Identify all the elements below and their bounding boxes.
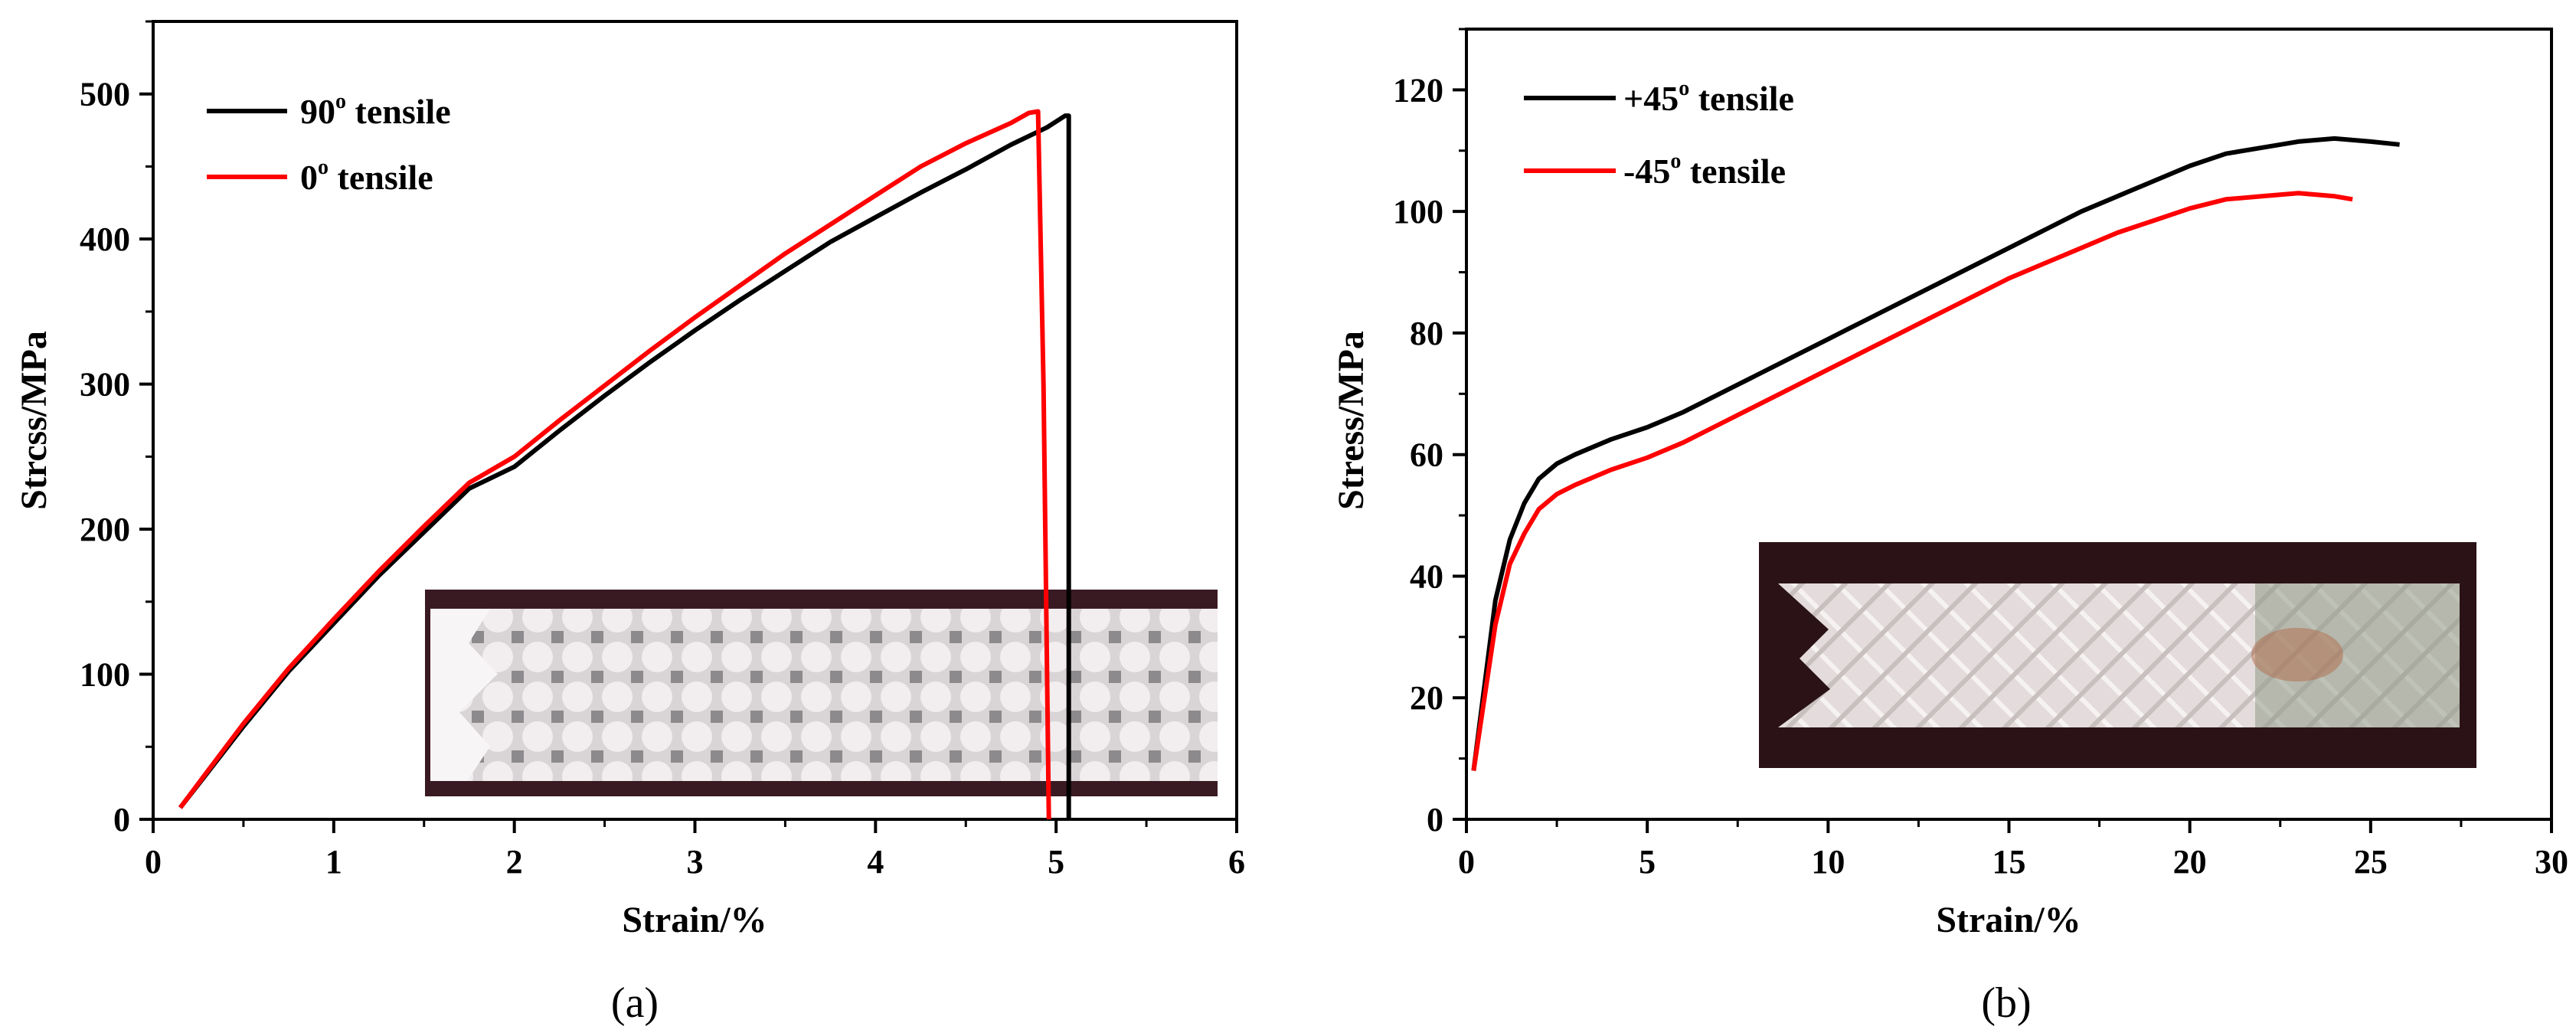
y-axis-title-a: Strcss/MPa <box>14 331 54 510</box>
x-tick-label-a-1: 1 <box>325 843 342 881</box>
legend-suffix-minus45: tensile <box>1681 152 1786 191</box>
y-tick-label-b-1: 20 <box>1410 679 1443 717</box>
legend-label-minus45: -45 <box>1623 152 1670 191</box>
svg-text:-45o tensile: -45o tensile <box>1623 149 1786 191</box>
inset-photo-a <box>425 590 1218 796</box>
legend-entry-90: 90o tensile <box>207 90 451 131</box>
svg-text:0o tensile: 0o tensile <box>300 155 433 197</box>
legend-suffix-plus45: tensile <box>1689 79 1794 118</box>
x-tick-label-b-0: 0 <box>1458 843 1475 881</box>
x-tick-label-b-2: 10 <box>1811 843 1845 881</box>
y-tick-label-a-0: 0 <box>113 801 130 838</box>
x-tick-label-a-5: 5 <box>1048 843 1064 881</box>
x-tick-label-b-1: 5 <box>1639 843 1656 881</box>
y-tick-label-b-3: 60 <box>1410 436 1443 474</box>
axes-a: 0 1 2 3 4 5 6 0 100 200 300 400 500 <box>80 20 1245 881</box>
legend-label-plus45: +45 <box>1623 79 1679 118</box>
x-axis-title-b: Strain/% <box>1936 900 2081 940</box>
legend-suffix-0: tensile <box>329 158 433 197</box>
x-tick-label-a-4: 4 <box>867 843 884 881</box>
y-tick-label-b-5: 100 <box>1393 193 1443 230</box>
series-group-b <box>1471 136 2400 771</box>
panel-label-b: (b) <box>1981 979 2031 1027</box>
legend-suffix-90: tensile <box>346 92 451 131</box>
panel-b: 0 5 10 15 20 25 30 0 20 40 60 80 100 120 +45o tensile… <box>1331 28 2568 1027</box>
y-tick-label-a-5: 500 <box>80 76 130 113</box>
x-tick-label-a-3: 3 <box>687 843 704 881</box>
legend-b: +45o tensile -45o tensile <box>1524 77 1794 191</box>
y-tick-label-b-4: 80 <box>1410 315 1443 352</box>
y-tick-label-a-2: 200 <box>80 511 130 548</box>
legend-entry-minus45: -45o tensile <box>1524 149 1786 191</box>
x-tick-label-b-5: 25 <box>2354 843 2388 881</box>
y-axis-title-b: Stress/MPa <box>1331 331 1371 510</box>
legend-label-90: 90 <box>300 92 335 131</box>
x-axis-title-a: Strain/% <box>622 900 767 940</box>
x-tick-label-a-2: 2 <box>506 843 523 881</box>
x-tick-label-a-6: 6 <box>1228 843 1245 881</box>
legend-a: 90o tensile 0o tensile <box>207 90 451 197</box>
y-tick-label-a-4: 400 <box>80 221 130 258</box>
x-tick-label-a-0: 0 <box>145 843 162 881</box>
x-tick-label-b-4: 20 <box>2173 843 2207 881</box>
legend-entry-plus45: +45o tensile <box>1524 77 1794 118</box>
x-tick-label-b-3: 15 <box>1992 843 2026 881</box>
svg-text:+45o tensile: +45o tensile <box>1623 77 1794 118</box>
axes-b: 0 5 10 15 20 25 30 0 20 40 60 80 100 120 <box>1393 28 2568 881</box>
y-tick-label-a-3: 300 <box>80 366 130 404</box>
y-tick-label-b-6: 120 <box>1393 71 1443 109</box>
series-line-b-0 <box>1471 136 2400 771</box>
y-tick-label-b-0: 0 <box>1427 801 1443 838</box>
legend-label-0: 0 <box>300 158 318 197</box>
legend-entry-0: 0o tensile <box>207 155 433 197</box>
series-group-a <box>178 109 1071 820</box>
x-tick-label-b-6: 30 <box>2535 843 2568 881</box>
y-tick-label-a-1: 100 <box>80 656 130 694</box>
inset-photo-b <box>1759 542 2476 768</box>
svg-text:90o tensile: 90o tensile <box>300 90 451 131</box>
series-line-a-0 <box>178 113 1071 819</box>
y-tick-label-b-2: 40 <box>1410 557 1443 595</box>
series-line-a-1 <box>178 109 1051 820</box>
panel-label-a: (a) <box>611 979 659 1027</box>
panel-a: 0 1 2 3 4 5 6 0 100 200 300 400 500 90o tensile 0o t… <box>14 20 1245 1027</box>
series-line-b-1 <box>1471 191 2353 771</box>
